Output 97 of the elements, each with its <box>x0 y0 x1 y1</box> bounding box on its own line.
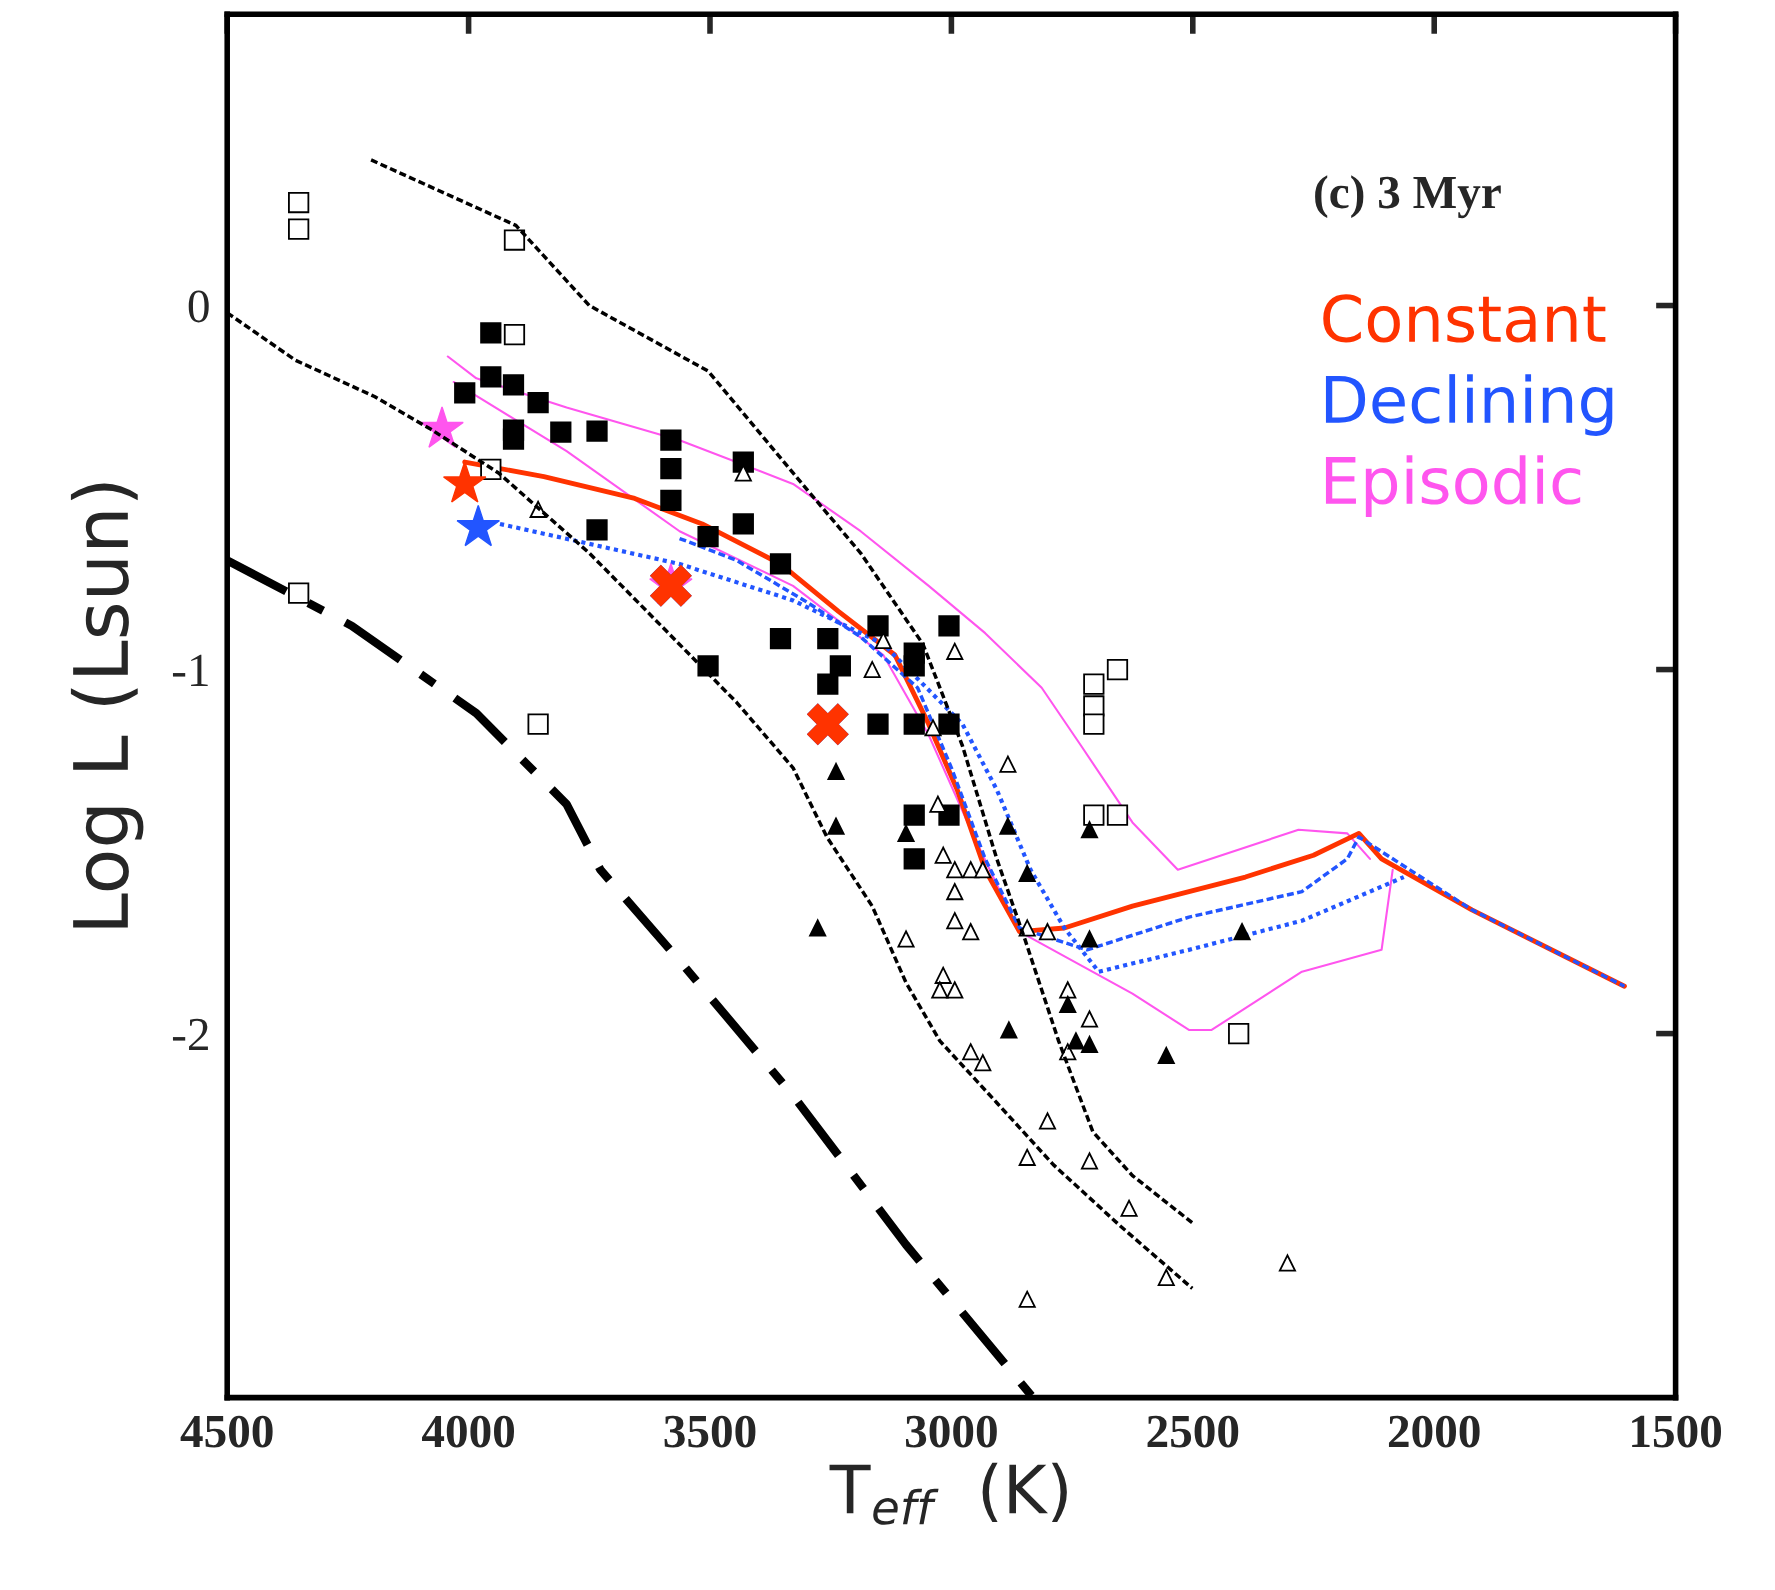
point <box>586 519 608 541</box>
point <box>809 919 827 937</box>
point <box>503 324 526 346</box>
point <box>903 713 925 735</box>
point <box>1083 804 1105 826</box>
point <box>502 374 525 396</box>
y-tick-label: 0 <box>188 290 209 323</box>
point <box>897 930 915 948</box>
point <box>863 661 881 679</box>
point <box>1157 1046 1175 1064</box>
point <box>827 762 845 781</box>
point <box>1018 1148 1036 1166</box>
point <box>1080 930 1099 948</box>
point <box>1083 713 1105 735</box>
point <box>732 513 754 535</box>
point <box>934 846 952 864</box>
point <box>660 489 682 511</box>
text: Constant <box>1323 294 1606 343</box>
point <box>1106 658 1129 681</box>
point <box>288 582 310 604</box>
point <box>903 655 925 677</box>
point <box>897 824 915 842</box>
point <box>288 218 310 240</box>
point <box>946 981 964 999</box>
point <box>550 421 572 443</box>
point <box>1038 1112 1057 1130</box>
point <box>817 627 839 650</box>
point <box>829 655 851 677</box>
point <box>962 923 980 941</box>
point <box>1106 804 1129 826</box>
y-tick-label: -1 <box>172 654 208 686</box>
point <box>962 1043 980 1061</box>
point <box>503 229 526 251</box>
point <box>502 428 525 450</box>
point <box>867 713 889 735</box>
point <box>1228 1022 1250 1045</box>
point <box>974 1054 992 1072</box>
point <box>1080 1010 1099 1028</box>
y-axis-title: Log L (Lsun) <box>70 483 144 928</box>
point <box>974 861 992 879</box>
annotation: (c) 3 Myr <box>1315 175 1501 219</box>
y-tick-label: -2 <box>172 1018 208 1050</box>
point <box>867 615 889 637</box>
point <box>817 673 839 695</box>
x-tick-label: 3000 <box>905 1415 997 1448</box>
point <box>903 804 925 826</box>
point <box>1067 1032 1085 1050</box>
point <box>946 861 964 879</box>
point <box>288 191 310 214</box>
x-tick-label: 1500 <box>1632 1415 1722 1448</box>
point <box>1000 1021 1018 1039</box>
x-tick-label: 4000 <box>422 1415 515 1448</box>
point <box>934 966 952 984</box>
point <box>1157 1268 1175 1287</box>
x-tick-label: 4500 <box>180 1415 273 1448</box>
point <box>999 755 1017 773</box>
x-axis-title: T$_{eff}$ (K) <box>829 1462 1067 1525</box>
point <box>769 553 792 575</box>
point <box>1059 995 1077 1014</box>
point <box>1278 1254 1296 1272</box>
point <box>946 883 964 901</box>
point <box>924 719 942 737</box>
point <box>1018 1290 1036 1308</box>
point <box>827 817 845 835</box>
point <box>1083 673 1105 695</box>
point <box>732 451 754 473</box>
point <box>480 366 502 388</box>
point <box>1080 821 1099 839</box>
point <box>660 457 682 480</box>
point <box>946 642 964 660</box>
text: Declining <box>1325 374 1613 436</box>
point <box>697 526 719 548</box>
text: Episodic <box>1325 455 1581 517</box>
point <box>527 713 549 735</box>
point <box>1120 1199 1138 1217</box>
point <box>999 817 1017 835</box>
point <box>454 382 476 404</box>
point <box>660 429 682 451</box>
point <box>586 420 608 442</box>
point <box>1018 864 1036 882</box>
point <box>697 655 719 677</box>
point <box>1080 1035 1099 1054</box>
point <box>480 322 502 344</box>
x-tick-label: 2000 <box>1388 1415 1480 1448</box>
x-tick-label: 3500 <box>664 1415 756 1448</box>
point <box>931 981 949 999</box>
point <box>1233 923 1251 941</box>
point <box>903 848 925 870</box>
point <box>946 912 964 930</box>
point <box>769 627 792 650</box>
line-series <box>369 158 1195 1225</box>
point <box>1038 923 1057 941</box>
point <box>938 615 960 637</box>
point <box>1059 981 1077 999</box>
point <box>527 392 549 414</box>
point <box>1080 1152 1099 1170</box>
x-tick-label: 2500 <box>1147 1415 1239 1448</box>
